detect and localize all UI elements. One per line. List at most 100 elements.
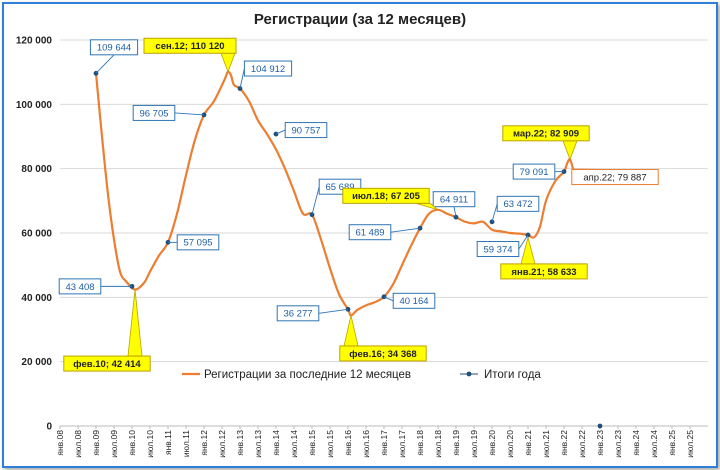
data-label-blue: 61 489 xyxy=(348,224,421,241)
label-box xyxy=(143,37,237,54)
x-tick-label: янв.16 xyxy=(343,430,353,456)
x-tick-label: июл.08 xyxy=(73,430,83,458)
label-text: 90 757 xyxy=(291,125,320,136)
data-label-yellow: сен.12; 110 120 xyxy=(143,37,237,73)
data-label-blue: 90 757 xyxy=(275,122,328,139)
label-box xyxy=(476,241,520,258)
x-tick-label: янв.08 xyxy=(55,430,65,456)
x-tick-label: янв.20 xyxy=(487,430,497,456)
x-tick-label: июл.21 xyxy=(541,430,551,458)
x-tick-label: янв.18 xyxy=(415,430,425,456)
leader-line xyxy=(318,308,349,314)
x-tick-label: янв.09 xyxy=(91,430,101,456)
leader-line xyxy=(518,234,529,250)
leader-line xyxy=(275,129,286,135)
label-box xyxy=(89,39,139,56)
label-text: 57 095 xyxy=(183,238,212,249)
label-box xyxy=(63,355,151,372)
y-tick-label: 20 000 xyxy=(21,357,52,368)
leader-line xyxy=(491,203,498,222)
data-label-blue: 64 911 xyxy=(432,191,476,218)
y-tick-label: 120 000 xyxy=(16,36,53,47)
leader-line xyxy=(95,54,115,74)
data-label-yellow: мар.22; 82 909 xyxy=(502,125,590,161)
label-box xyxy=(432,191,476,208)
x-tick-label: июл.16 xyxy=(361,430,371,458)
label-text: 63 472 xyxy=(503,199,532,210)
leader-line xyxy=(390,227,421,233)
legend-label-registrations: Регистрации за последние 12 месяцев xyxy=(204,369,411,381)
data-label-blue: 57 095 xyxy=(168,234,220,251)
label-text: мар.22; 82 909 xyxy=(513,129,579,140)
x-tick-label: июл.14 xyxy=(289,430,299,458)
x-tick-label: июл.15 xyxy=(325,430,335,458)
label-text: сен.12; 110 120 xyxy=(155,41,224,52)
label-text: 104 912 xyxy=(251,64,285,75)
x-tick-label: июл.09 xyxy=(109,430,119,458)
label-box xyxy=(500,263,588,280)
y-tick-label: 60 000 xyxy=(21,229,52,240)
label-box xyxy=(176,234,220,251)
x-tick-label: янв.11 xyxy=(163,430,173,455)
label-box xyxy=(502,125,590,142)
x-tick-label: июл.13 xyxy=(253,430,263,458)
data-label-blue: 59 374 xyxy=(476,234,529,258)
data-label-blue: 36 277 xyxy=(276,305,349,322)
data-label-yellow: янв.21; 58 633 xyxy=(500,235,588,280)
data-label-blue: 63 472 xyxy=(491,195,540,222)
data-label-blue: 43 408 xyxy=(58,278,132,295)
x-tick-label: янв.22 xyxy=(559,430,569,456)
year-total-point xyxy=(597,423,603,429)
x-axis: янв.08 июл.08 янв.09 июл.09 янв.10 июл.10 янв.… xyxy=(55,426,695,458)
data-label-blue: 79 091 xyxy=(512,163,564,180)
label-text: 64 911 xyxy=(440,195,468,206)
label-box xyxy=(132,104,176,121)
annotations-layer: 109 644 43 408 57 095 96 705 104 912 90 757 65… xyxy=(58,37,659,372)
x-tick-label: янв.12 xyxy=(199,430,209,456)
label-text: фев.16; 34 368 xyxy=(349,349,416,360)
legend-label-yearly: Итоги года xyxy=(484,369,541,381)
label-box xyxy=(243,60,293,77)
label-text: 36 277 xyxy=(283,309,312,320)
label-text: 43 408 xyxy=(65,282,94,293)
series-line-registrations xyxy=(94,70,575,317)
chart-title: Регистрации (за 12 месяцев) xyxy=(254,11,466,28)
x-tick-label: июл.23 xyxy=(613,430,623,458)
x-tick-label: июл.22 xyxy=(577,430,587,458)
label-box xyxy=(571,169,659,186)
callout-pointer xyxy=(520,235,536,265)
year-total-point xyxy=(273,131,279,137)
x-tick-label: янв.14 xyxy=(271,430,281,456)
x-tick-label: янв.15 xyxy=(307,430,317,456)
y-tick-label: 0 xyxy=(46,422,52,433)
label-text: 59 374 xyxy=(483,244,512,255)
leader-line xyxy=(383,296,394,302)
x-tick-label: июл.25 xyxy=(685,430,695,458)
leader-line xyxy=(311,186,320,215)
data-label-yellow: июл.18; 67 205 xyxy=(342,187,439,211)
label-box xyxy=(276,305,320,322)
x-tick-label: июл.10 xyxy=(145,430,155,458)
label-box xyxy=(339,345,427,362)
callout-pointer xyxy=(562,140,578,161)
label-box xyxy=(284,122,328,139)
data-label-blue: 109 644 xyxy=(89,39,139,74)
label-box xyxy=(348,224,392,241)
x-tick-label: июл.12 xyxy=(217,430,227,458)
data-label-blue: 40 164 xyxy=(383,292,436,309)
data-label-yellow: фев.10; 42 414 xyxy=(63,289,151,372)
x-tick-label: июл.17 xyxy=(397,430,407,458)
data-label-orange: апр.22; 79 887 xyxy=(571,168,659,186)
x-tick-label: янв.10 xyxy=(127,430,137,456)
x-tick-label: июл.18 xyxy=(433,430,443,458)
label-box xyxy=(342,187,430,204)
x-tick-label: янв.19 xyxy=(451,430,461,456)
x-tick-label: июл.11 xyxy=(181,430,191,457)
label-text: фев.10; 42 414 xyxy=(73,359,141,370)
x-tick-label: янв.25 xyxy=(667,430,677,456)
label-box xyxy=(496,195,540,212)
x-tick-label: янв.24 xyxy=(631,430,641,456)
label-box xyxy=(58,278,102,295)
label-box xyxy=(512,163,556,180)
